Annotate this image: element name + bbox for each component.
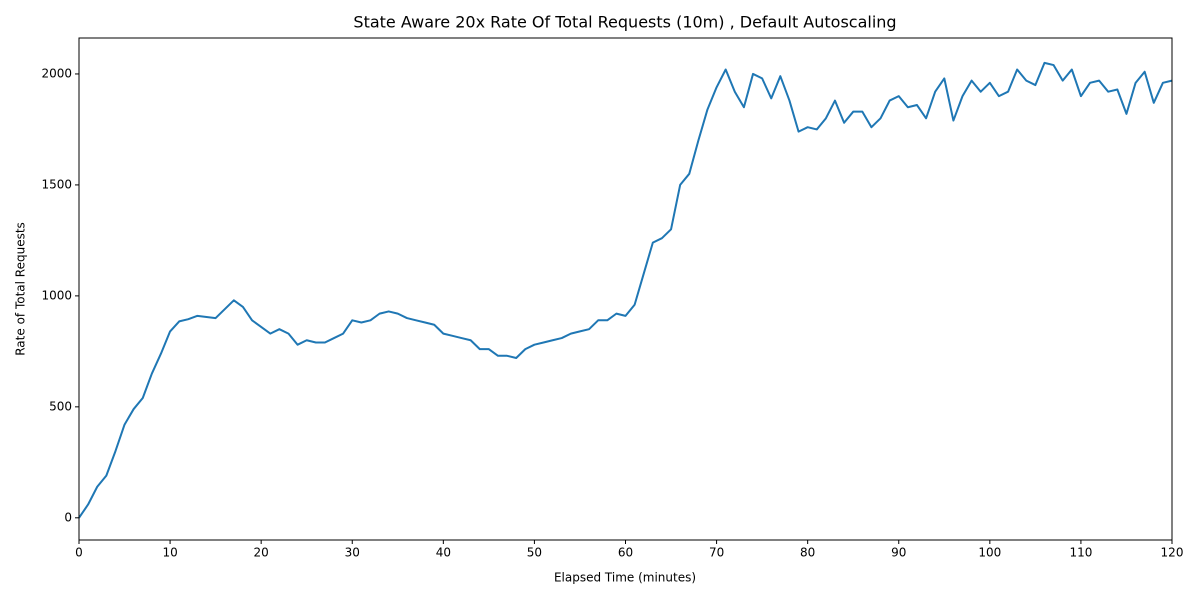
chart-title: State Aware 20x Rate Of Total Requests (… xyxy=(353,13,896,32)
y-tick-label: 500 xyxy=(49,399,72,413)
x-tick-label: 10 xyxy=(162,546,177,560)
x-tick-label: 20 xyxy=(254,546,269,560)
x-tick-label: 30 xyxy=(345,546,360,560)
x-tick-label: 120 xyxy=(1161,546,1184,560)
x-tick-label: 70 xyxy=(709,546,724,560)
plot-frame xyxy=(78,37,1173,541)
x-tick-label: 40 xyxy=(436,546,451,560)
y-axis-label: Rate of Total Requests xyxy=(14,222,28,356)
x-tick-label: 110 xyxy=(1069,546,1092,560)
x-axis-label: Elapsed Time (minutes) xyxy=(554,571,696,585)
x-tick-label: 100 xyxy=(978,546,1001,560)
y-tick-label: 1500 xyxy=(41,177,72,191)
y-tick-label: 1000 xyxy=(41,288,72,302)
x-tick-label: 60 xyxy=(618,546,633,560)
series-line xyxy=(78,61,1173,519)
x-tick-label: 80 xyxy=(800,546,815,560)
y-tick-label: 0 xyxy=(64,510,72,524)
x-tick-label: 90 xyxy=(891,546,906,560)
x-tick-label: 50 xyxy=(527,546,542,560)
x-tick-label: 0 xyxy=(75,546,83,560)
y-tick-label: 2000 xyxy=(41,66,72,80)
